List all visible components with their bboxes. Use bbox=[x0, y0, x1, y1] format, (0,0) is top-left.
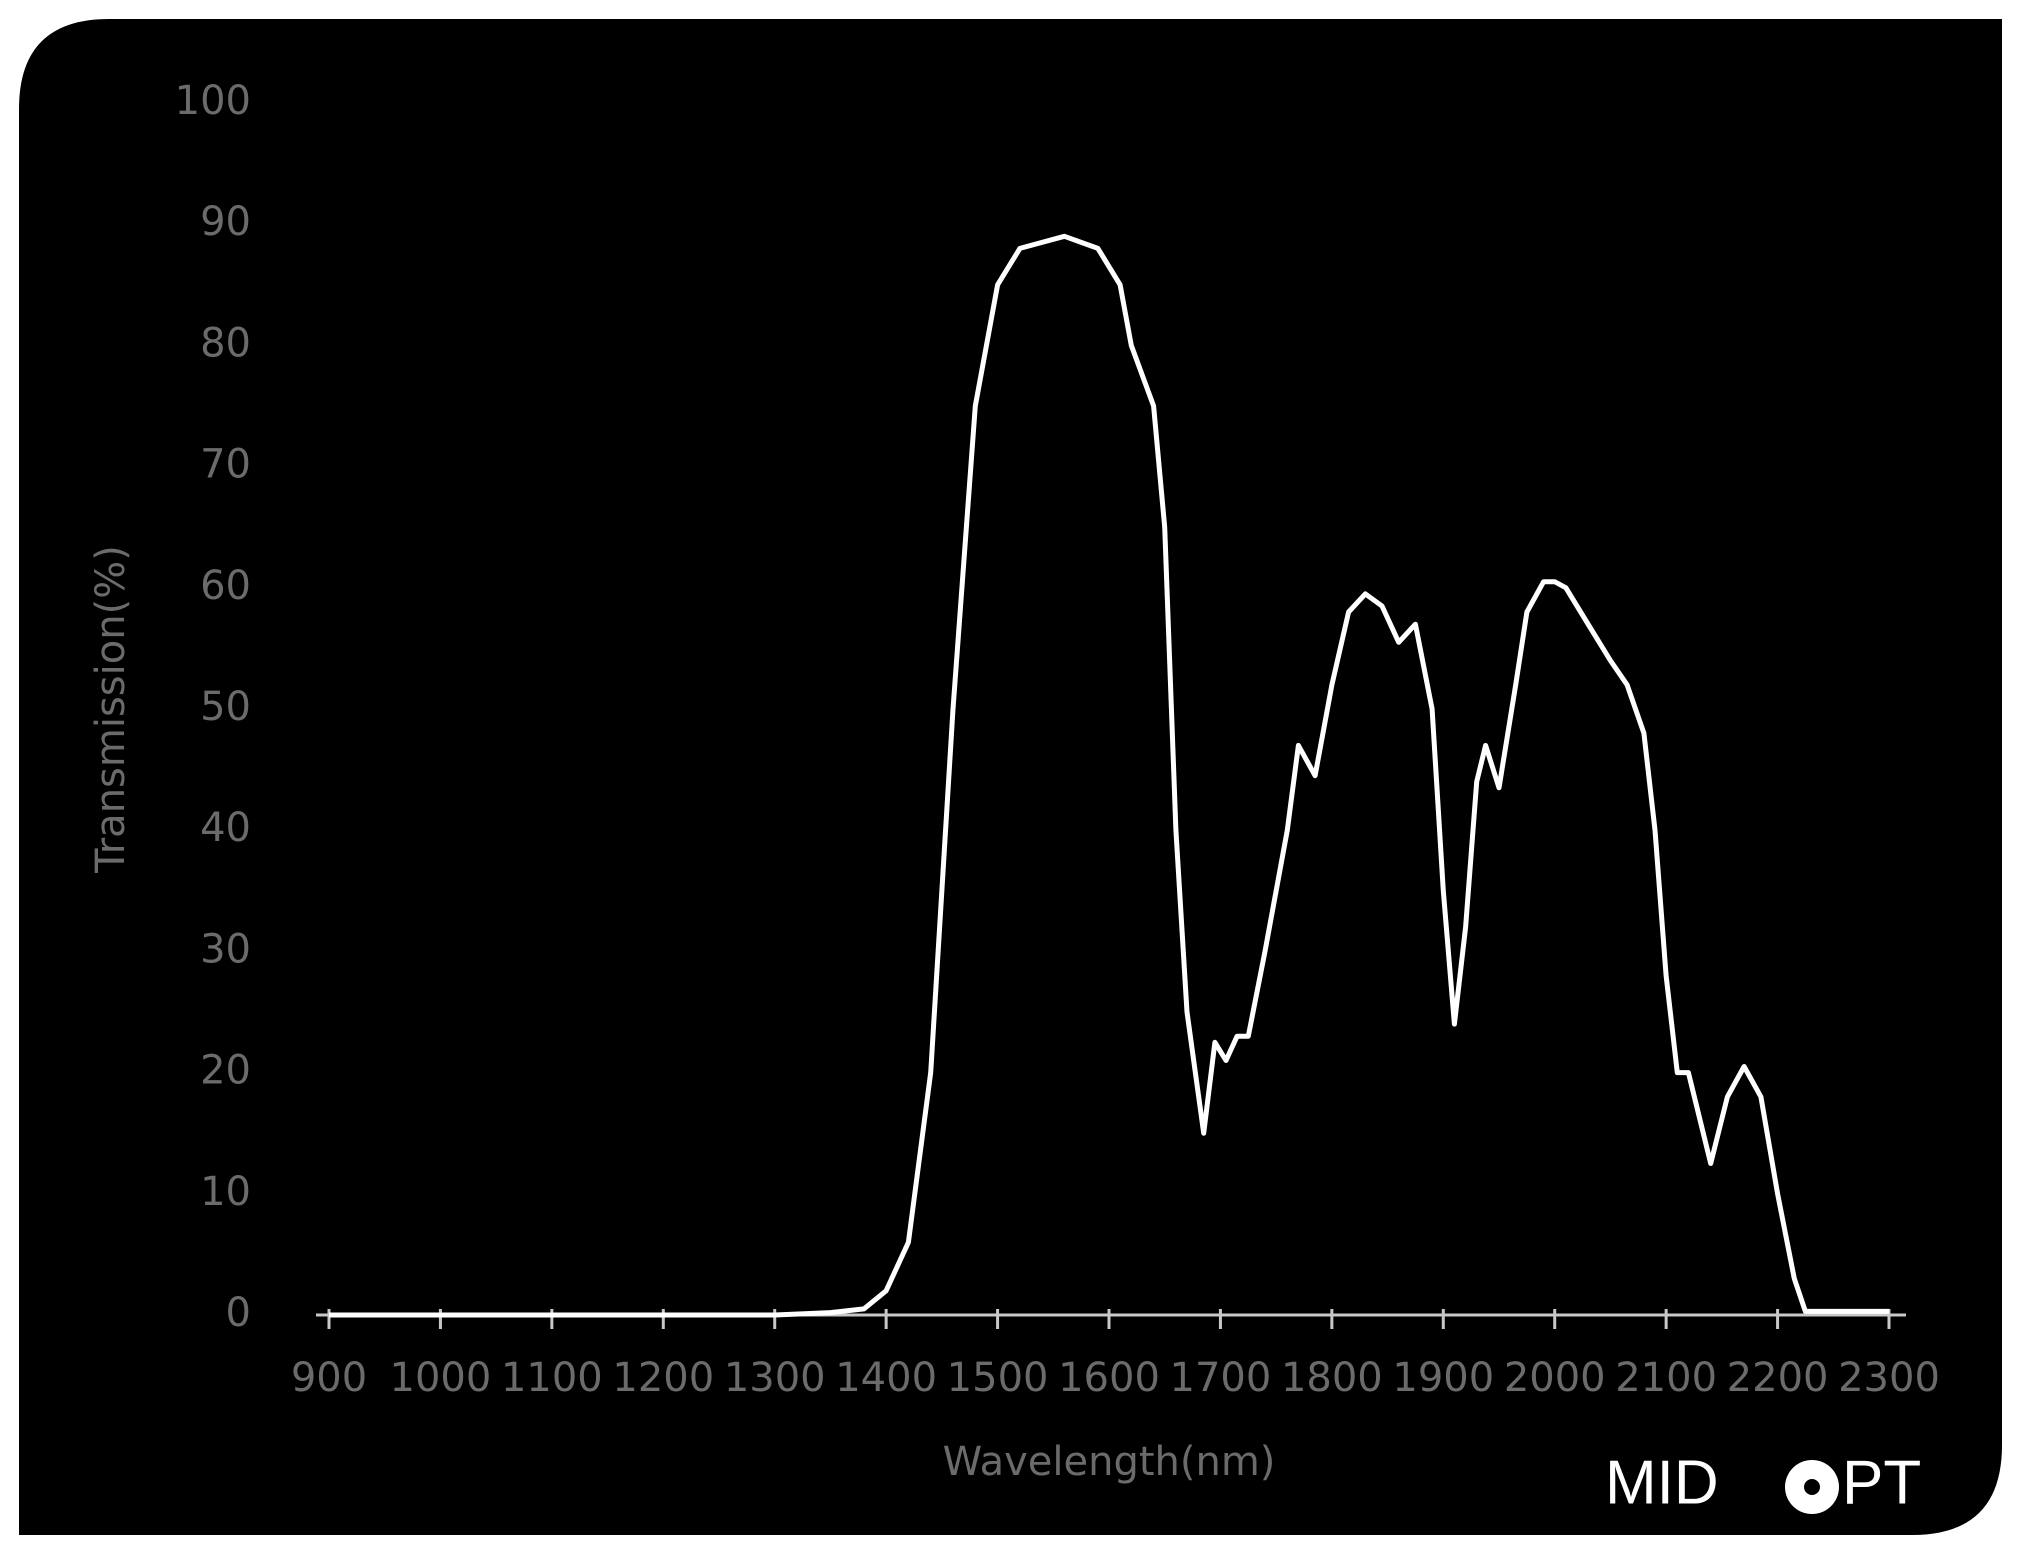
x-tick-label: 1700 bbox=[1170, 1355, 1272, 1401]
x-tick-label: 1100 bbox=[501, 1355, 603, 1401]
logo-left: MID bbox=[1605, 1448, 1719, 1517]
x-tick-label: 2300 bbox=[1838, 1355, 1940, 1401]
x-tick-label: 1300 bbox=[724, 1355, 826, 1401]
data-line bbox=[329, 233, 1889, 1318]
logo-dot bbox=[1804, 1479, 1820, 1495]
x-tick-label: 2100 bbox=[1615, 1355, 1717, 1401]
logo: MID PT bbox=[1605, 1448, 1921, 1517]
x-tick-label: 1400 bbox=[835, 1355, 937, 1401]
y-tick-label: 10 bbox=[200, 1169, 251, 1215]
y-tick-label: 40 bbox=[200, 805, 251, 851]
y-tick-label: 0 bbox=[226, 1290, 251, 1336]
y-tick-label: 100 bbox=[175, 78, 251, 124]
x-tick-label: 1800 bbox=[1281, 1355, 1383, 1401]
x-tick-label: 900 bbox=[291, 1355, 367, 1401]
x-tick-label: 2200 bbox=[1727, 1355, 1829, 1401]
y-tick-label: 80 bbox=[200, 320, 251, 366]
y-tick-label: 70 bbox=[200, 442, 251, 488]
x-tick-label: 1600 bbox=[1058, 1355, 1160, 1401]
x-tick-label: 2000 bbox=[1504, 1355, 1606, 1401]
x-tick-label: 1000 bbox=[390, 1355, 492, 1401]
x-tick-label: 1200 bbox=[612, 1355, 714, 1401]
y-tick-label: 90 bbox=[200, 199, 251, 245]
y-axis-label: Transmission(%) bbox=[88, 545, 134, 874]
panel bbox=[19, 19, 2002, 1535]
y-tick-label: 30 bbox=[200, 926, 251, 972]
y-tick-label: 50 bbox=[200, 684, 251, 730]
y-tick-label: 60 bbox=[200, 563, 251, 609]
y-tick-label: 20 bbox=[200, 1048, 251, 1094]
x-axis-label: Wavelength(nm) bbox=[943, 1439, 1276, 1485]
x-tick-label: 1500 bbox=[947, 1355, 1049, 1401]
x-tick-label: 1900 bbox=[1392, 1355, 1494, 1401]
logo-right: PT bbox=[1842, 1448, 1921, 1517]
